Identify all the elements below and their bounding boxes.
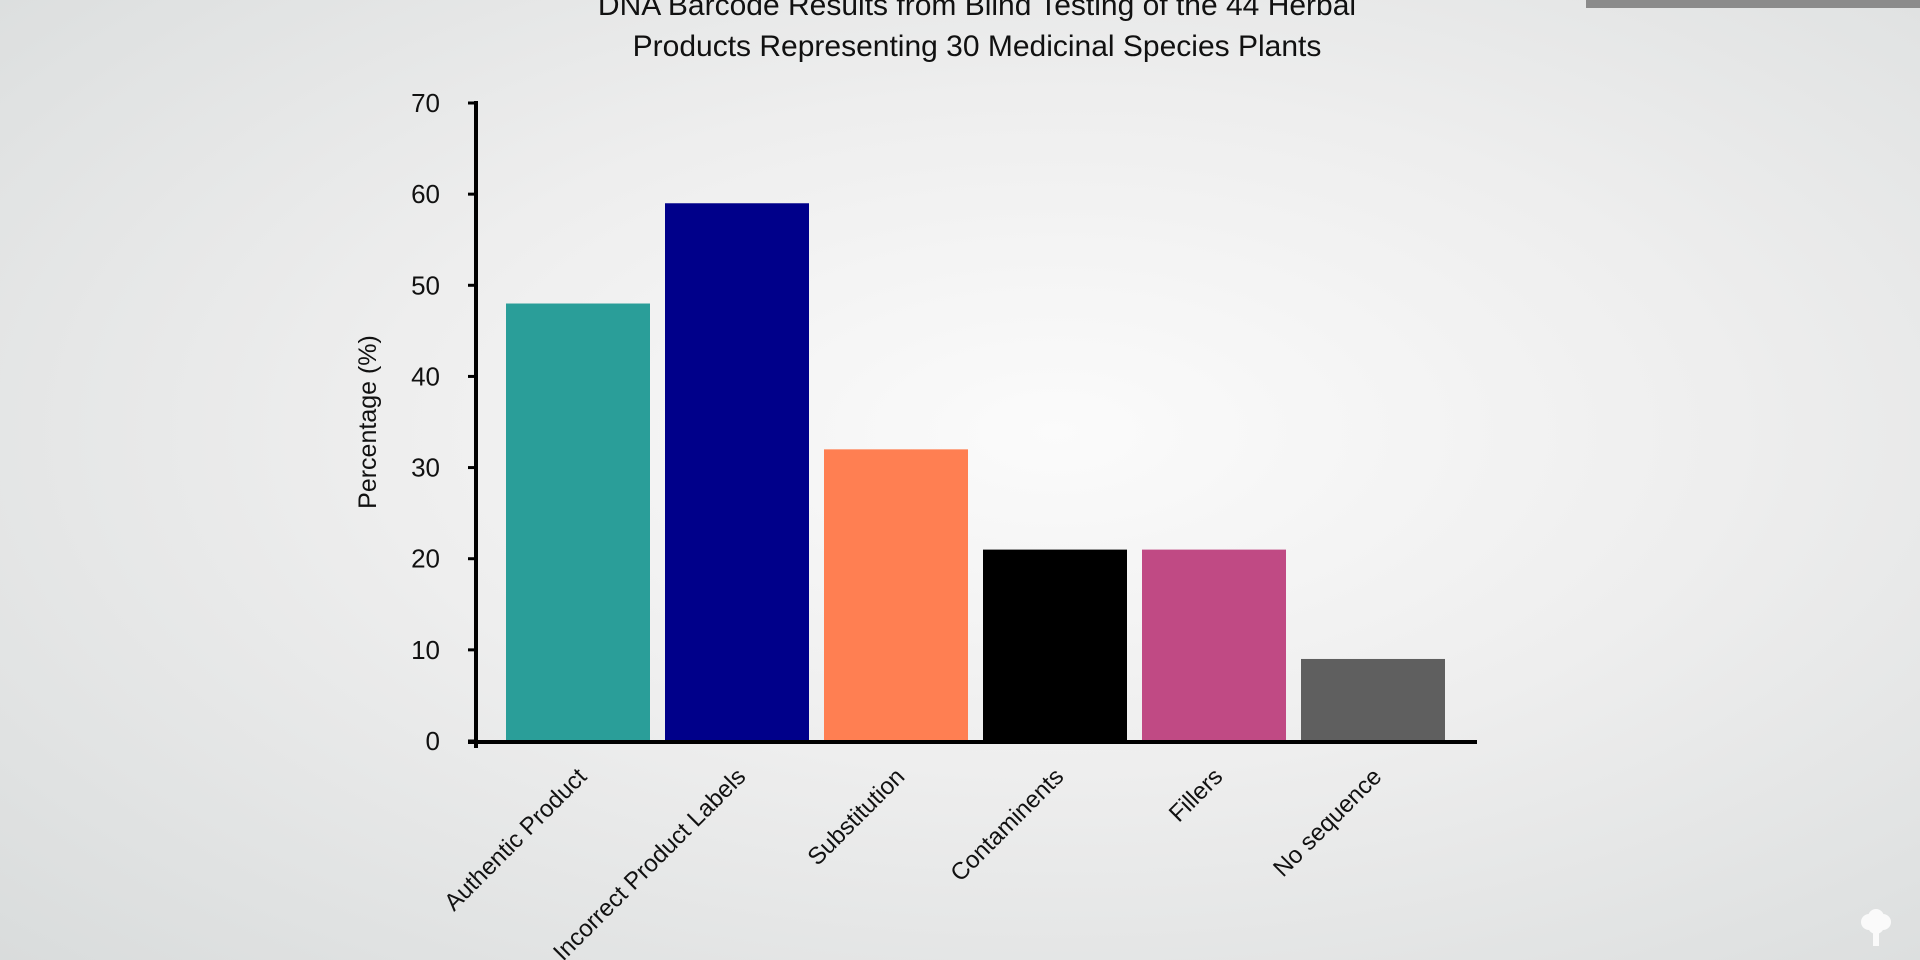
y-tick-label: 70 [411,88,440,118]
bar-authentic-product [506,303,650,741]
bar-contaminents [983,549,1127,741]
chart-title-line-1: DNA Barcode Results from Blind Testing o… [598,0,1356,22]
y-tick-label: 60 [411,179,440,209]
x-tick-label: Fillers [1164,763,1228,827]
y-tick-label: 30 [411,453,440,483]
x-tick-label: No sequence [1268,763,1387,882]
x-tick-label: Authentic Product [439,763,592,916]
y-tick-label: 10 [411,635,440,665]
y-tick-label: 0 [426,726,440,756]
y-tick-label: 40 [411,361,440,391]
bar-no-sequence [1301,658,1445,741]
x-tick-label: Contaminents [945,763,1069,887]
y-axis-label: Percentage (%) [354,335,382,509]
bar-incorrect-product-labels [665,203,809,741]
y-tick-label: 20 [411,544,440,574]
y-tick-label: 50 [411,270,440,300]
x-tick-label: Substitution [802,763,910,871]
chart-title-line-2: Products Representing 30 Medicinal Speci… [633,30,1322,63]
tree-icon [1861,909,1891,946]
bar-substitution [824,449,968,741]
top-progress-bar [1586,0,1920,8]
bar-fillers [1142,549,1286,741]
